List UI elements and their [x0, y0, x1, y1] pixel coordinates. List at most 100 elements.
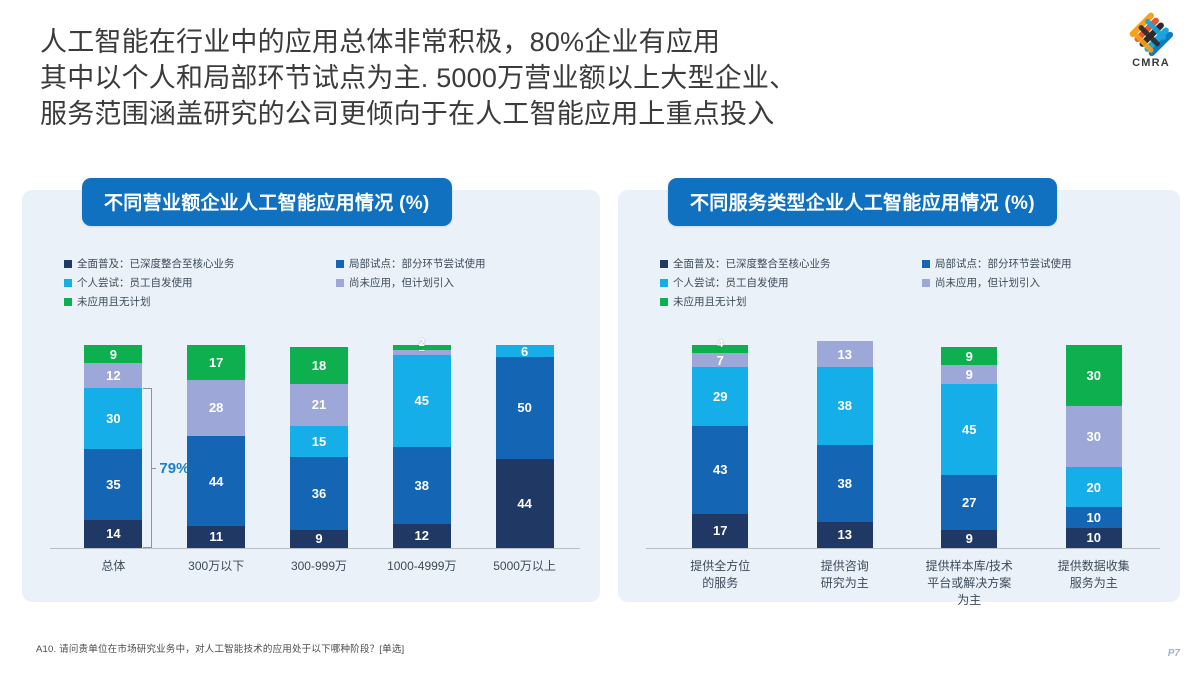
bar-segment: 14 — [84, 519, 143, 548]
bar-column[interactable]: 9 36 15 21 18 300-999万 — [273, 320, 366, 573]
bar-segment-value: 15 — [311, 433, 327, 449]
stacked-bar: 17 43 29 7 4 — [692, 338, 749, 548]
chart-revenue: 14 35 30 12 9 总体 79% 11 44 28 17 300万以下 9 36 15 21 18 300… — [22, 320, 600, 602]
page-number: P7 — [1167, 648, 1180, 659]
bar-segment-value: 17 — [208, 354, 224, 370]
bar-segment: 13 — [816, 521, 873, 548]
bar-segment: 11 — [187, 525, 246, 548]
bar-segment-value: 50 — [517, 400, 532, 416]
bar-segment-value: 30 — [1086, 428, 1101, 444]
bar-segment-value: 35 — [106, 476, 121, 492]
legend-swatch-full-adoption — [660, 260, 668, 268]
bar-column[interactable]: 44 50 6 5000万以上 — [478, 320, 571, 573]
legend-swatch-planned — [922, 279, 930, 287]
bar-segment-value: 4 — [717, 338, 724, 351]
bar-segment: 50 — [495, 357, 554, 459]
legend-item-full-adoption[interactable]: 全面普及：已深度整合至核心业务 — [64, 258, 336, 270]
bar-segment-value: 9 — [965, 531, 973, 547]
legend-item-none[interactable]: 未应用且无计划 — [660, 296, 922, 308]
stacked-bar: 9 27 45 9 9 — [941, 347, 998, 548]
bar-segment-value: 38 — [414, 477, 430, 493]
legend-item-individual[interactable]: 个人尝试：员工自发使用 — [660, 277, 922, 289]
bar-segment: 30 — [84, 387, 143, 449]
bar-segment: 4 — [692, 338, 749, 354]
legend-label-full-adoption: 全面普及：已深度整合至核心业务 — [673, 258, 831, 270]
x-axis-label: 提供咨询 研究为主 — [820, 559, 869, 590]
x-axis-label: 300万以下 — [188, 559, 245, 573]
bar-segment-value: 13 — [837, 527, 852, 543]
bar-segment-value: 21 — [311, 397, 327, 413]
bar-segment: 12 — [84, 363, 143, 388]
bar-segment: 17 — [187, 345, 246, 380]
legend-label-full-adoption: 全面普及：已深度整合至核心业务 — [77, 258, 235, 270]
bar-column[interactable]: 17 43 29 7 4 提供全方位 的服务 — [675, 320, 765, 590]
bar-segment-value: 7 — [716, 352, 724, 368]
legend-label-individual: 个人尝试：员工自发使用 — [673, 277, 789, 289]
bar-segment: 35 — [84, 448, 143, 520]
legend-item-planned[interactable]: 尚未应用，但计划引入 — [922, 277, 1072, 289]
legend-label-none: 未应用且无计划 — [673, 296, 747, 308]
bar-segment-value: 12 — [414, 528, 430, 544]
bar-column[interactable]: 13 38 38 13 提供咨询 研究为主 — [800, 320, 890, 590]
bar-segment: 38 — [816, 444, 873, 522]
bar-segment: 30 — [1065, 345, 1122, 406]
bar-segment: 20 — [1065, 466, 1122, 508]
bar-column[interactable]: 9 27 45 9 9 提供样本库/技术 平台或解决方案 为主 — [924, 320, 1014, 607]
legend-swatch-pilot — [922, 260, 930, 268]
bar-segment-value: 45 — [962, 421, 977, 437]
legend-item-pilot[interactable]: 局部试点：部分环节尝试使用 — [922, 258, 1072, 270]
bar-segment: 2 — [392, 337, 451, 351]
chart-title-revenue: 不同营业额企业人工智能应用情况 (%) — [82, 178, 452, 226]
legend-swatch-individual — [64, 279, 72, 287]
stacked-bar: 44 50 6 — [495, 343, 554, 548]
legend-label-none: 未应用且无计划 — [77, 296, 151, 308]
chart-service-type: 17 43 29 7 4 提供全方位 的服务 13 38 38 13 提供咨询 研究为主 9 27 45 9… — [618, 320, 1180, 607]
bar-segment: 27 — [941, 474, 998, 530]
stacked-bar: 9 36 15 21 18 — [289, 347, 348, 548]
bar-segment: 15 — [289, 426, 348, 457]
bar-segment-value: 10 — [1086, 510, 1101, 526]
bar-segment: 38 — [816, 367, 873, 445]
bar-column[interactable]: 12 38 45 22 1000-4999万 — [376, 320, 469, 573]
bar-segment: 30 — [1065, 405, 1122, 467]
legend-label-planned: 尚未应用，但计划引入 — [349, 277, 454, 289]
annotation-bracket-tick — [151, 467, 157, 469]
bar-segment-value: 30 — [106, 410, 121, 426]
legend-item-pilot[interactable]: 局部试点：部分环节尝试使用 — [336, 258, 486, 270]
bar-column[interactable]: 14 35 30 12 9 总体 79% — [67, 320, 189, 573]
bar-segment: 9 — [84, 345, 143, 364]
stacked-bar: 14 35 30 12 9 — [84, 345, 143, 548]
bar-segment-value: 9 — [315, 531, 323, 547]
bar-segment-value: 14 — [106, 526, 121, 542]
bar-segment: 9 — [289, 529, 348, 548]
bar-segment-value: 38 — [837, 475, 852, 491]
cmra-logo-mark — [1129, 12, 1174, 57]
legend-service-type: 全面普及：已深度整合至核心业务 个人尝试：员工自发使用 未应用且无计划 局部试点… — [660, 258, 1160, 308]
chart-baseline — [646, 548, 1160, 549]
chart-panel-service-type: 不同服务类型企业人工智能应用情况 (%) 全面普及：已深度整合至核心业务 个人尝… — [618, 178, 1180, 607]
legend-item-full-adoption[interactable]: 全面普及：已深度整合至核心业务 — [660, 258, 922, 270]
bar-column[interactable]: 11 44 28 17 300万以下 — [170, 320, 263, 573]
legend-item-individual[interactable]: 个人尝试：员工自发使用 — [64, 277, 336, 289]
bar-segment: 38 — [392, 446, 451, 524]
bar-segment-value: 6 — [520, 343, 529, 359]
bar-segment: 10 — [1065, 507, 1122, 528]
legend-label-pilot: 局部试点：部分环节尝试使用 — [349, 258, 486, 270]
bar-segment-value: 18 — [311, 357, 327, 373]
bar-segment: 13 — [816, 341, 873, 368]
legend-swatch-none — [64, 298, 72, 306]
legend-swatch-none — [660, 298, 668, 306]
bar-column[interactable]: 10 10 20 30 30 提供数据收集 服务为主 — [1049, 320, 1139, 590]
chart-panel-revenue: 不同营业额企业人工智能应用情况 (%) 全面普及：已深度整合至核心业务 个人尝试… — [22, 178, 600, 602]
annotation-bracket — [143, 387, 157, 548]
legend-item-planned[interactable]: 尚未应用，但计划引入 — [336, 277, 486, 289]
legend-item-none[interactable]: 未应用且无计划 — [64, 296, 336, 308]
bar-segment-value: 28 — [208, 400, 224, 416]
bar-segment-value: 20 — [1086, 479, 1101, 495]
bar-segment-value: 38 — [837, 398, 852, 414]
bar-segment-value: 11 — [209, 529, 224, 545]
bar-segment: 45 — [941, 383, 998, 475]
x-axis-label: 提供数据收集 服务为主 — [1057, 559, 1130, 590]
bar-segment: 43 — [692, 426, 749, 514]
bar-segment: 12 — [392, 523, 451, 548]
